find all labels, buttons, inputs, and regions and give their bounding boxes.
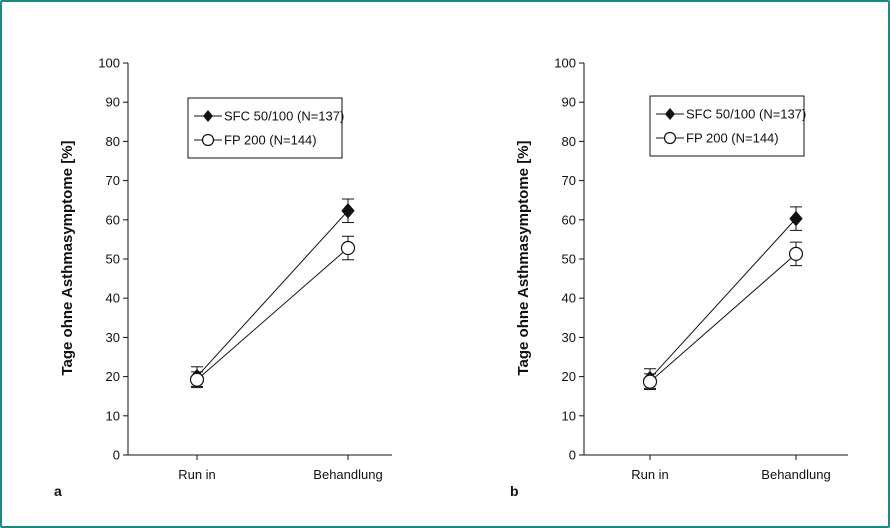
y-tick-label: 90: [106, 95, 120, 110]
y-tick-label: 50: [106, 252, 120, 267]
legend-label: SFC 50/100 (N=137): [224, 109, 344, 124]
data-point-circle: [340, 240, 356, 256]
legend-box: [187, 97, 343, 159]
panel-label: b: [510, 483, 519, 499]
data-point-diamond: [789, 210, 803, 227]
y-axis-label: Tage ohne Asthmasymptome [%]: [59, 140, 76, 375]
y-axis-label: Tage ohne Asthmasymptome [%]: [515, 140, 532, 375]
legend-box: [649, 95, 805, 157]
y-tick-label: 0: [113, 448, 120, 463]
legend-marker-circle: [201, 133, 215, 147]
data-point-diamond: [341, 203, 355, 219]
y-tick-label: 20: [562, 369, 576, 384]
legend-label: SFC 50/100 (N=137): [686, 107, 806, 122]
y-tick-label: 100: [98, 56, 120, 71]
panel-label: a: [54, 483, 62, 499]
series-line: [649, 218, 797, 379]
data-point-circle: [788, 246, 804, 262]
legend-marker-circle: [663, 131, 677, 145]
y-tick-label: 20: [106, 369, 120, 384]
series-line: [649, 253, 797, 383]
y-tick-label: 30: [106, 330, 120, 345]
y-tick-label: 40: [562, 291, 576, 306]
x-tick-label: Behandlung: [761, 467, 830, 482]
x-tick-label: Run in: [178, 467, 216, 482]
legend-marker-diamond: [203, 110, 213, 122]
y-tick-label: 50: [562, 252, 576, 267]
y-tick-label: 10: [106, 408, 120, 423]
y-tick-label: 10: [562, 408, 576, 423]
series-line: [196, 210, 349, 377]
y-tick-label: 70: [106, 173, 120, 188]
chart-panel-a: Tage ohne Asthmasymptome [%] a 0 10 20 30 40…: [54, 56, 392, 499]
y-tick-label: 80: [106, 134, 120, 149]
series-line: [196, 247, 349, 381]
y-tick-label: 60: [562, 212, 576, 227]
y-tick-label: 40: [106, 291, 120, 306]
data-point-circle: [189, 372, 205, 387]
y-tick-label: 60: [106, 212, 120, 227]
legend-marker-diamond: [665, 108, 675, 120]
y-tick-label: 70: [562, 173, 576, 188]
chart-panel-b: Tage ohne Asthmasymptome [%] b 0 10 20 30 40…: [510, 56, 848, 499]
y-tick-label: 30: [562, 330, 576, 345]
y-tick-label: 80: [562, 134, 576, 149]
x-tick-label: Run in: [631, 467, 669, 482]
y-tick-label: 100: [554, 56, 576, 71]
legend-label: FP 200 (N=144): [686, 131, 779, 146]
y-tick-label: 0: [569, 448, 576, 463]
y-tick-label: 90: [562, 95, 576, 110]
data-point-circle: [642, 374, 658, 389]
legend-label: FP 200 (N=144): [224, 133, 317, 148]
x-tick-label: Behandlung: [313, 467, 382, 482]
